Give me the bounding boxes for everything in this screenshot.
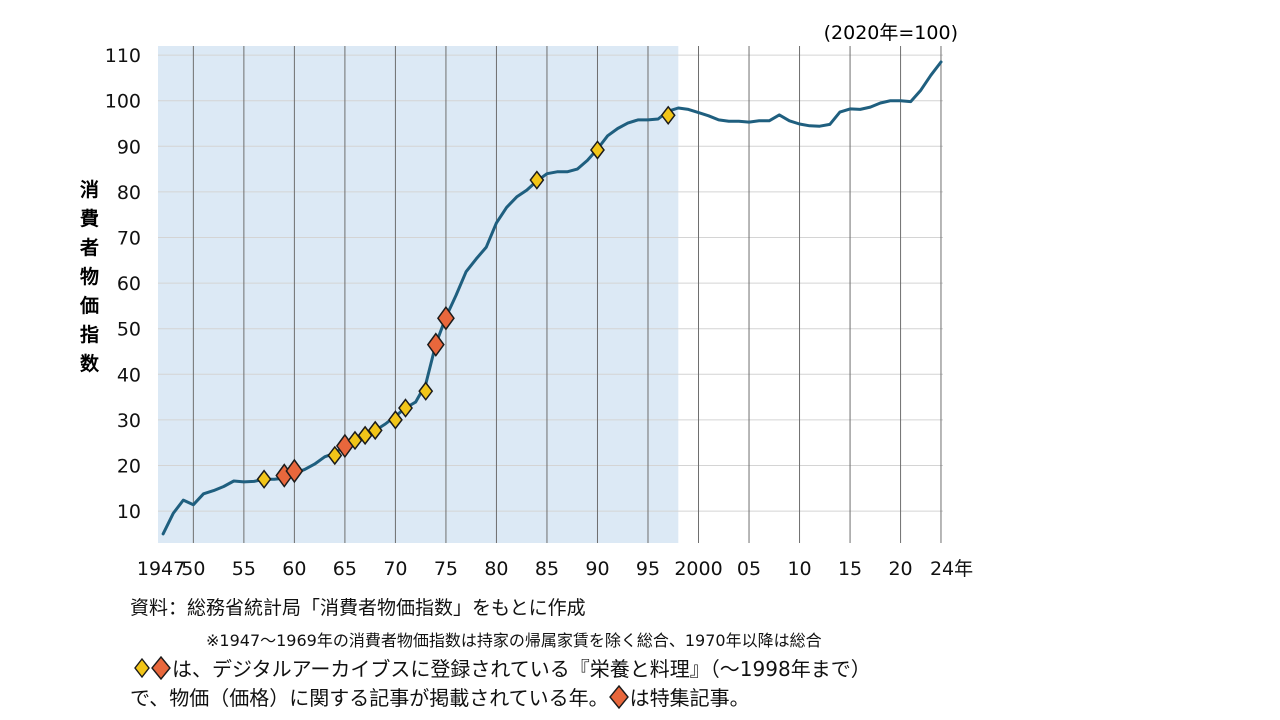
article-marker xyxy=(398,398,413,418)
feature-article-marker xyxy=(426,332,445,357)
article-marker xyxy=(327,445,343,466)
feature-article-marker xyxy=(437,305,455,331)
y-tick-label: 10 xyxy=(117,501,141,523)
legend-line-2: で、物価（価格）に関する記事が掲載されている年。 は特集記事。 xyxy=(130,682,1230,711)
article-marker xyxy=(590,140,605,160)
y-tick-label: 50 xyxy=(117,319,141,341)
x-tick-label: 10 xyxy=(787,558,811,580)
y-tick-label: 110 xyxy=(105,45,141,67)
unit-label: (2020年=100) xyxy=(824,22,958,44)
feature-article-marker xyxy=(285,458,304,484)
y-tick-label: 100 xyxy=(105,91,141,113)
article-marker xyxy=(367,420,383,441)
y-tick-label: 20 xyxy=(117,455,141,477)
y-tick-label: 80 xyxy=(117,182,141,204)
x-tick-label: 50 xyxy=(181,558,205,580)
x-tick-label: 70 xyxy=(383,558,407,580)
y-tick-label: 70 xyxy=(117,228,141,250)
article-marker xyxy=(660,105,676,126)
x-tick-label: 20 xyxy=(888,558,912,580)
x-tick-label: 15 xyxy=(838,558,862,580)
plot-background xyxy=(158,46,679,543)
x-tick-label: 95 xyxy=(636,558,660,580)
article-marker xyxy=(256,469,272,489)
x-tick-label: 65 xyxy=(333,558,357,580)
marker-layer xyxy=(256,105,676,489)
y-tick-label: 90 xyxy=(117,136,141,158)
legend-line-1: は、デジタルアーカイブスに登録されている『栄養と料理』（〜1998年まで） xyxy=(134,653,1234,682)
x-tick-label: 1947 xyxy=(137,558,185,580)
y-axis-label: 消費者物価指数 xyxy=(79,178,100,375)
y-tick-label: 30 xyxy=(117,410,141,432)
x-tick-label: 75 xyxy=(434,558,458,580)
article-marker xyxy=(418,381,434,401)
x-tick-label: 55 xyxy=(232,558,256,580)
y-tick-label: 60 xyxy=(117,273,141,295)
x-tick-label: 60 xyxy=(282,558,306,580)
x-tick-label: 05 xyxy=(737,558,761,580)
footnote: ※1947〜1969年の消費者物価指数は持家の帰属家賃を除く総合、1970年以降… xyxy=(206,631,822,650)
x-tick-label: 85 xyxy=(535,558,559,580)
legend-text-1: は、デジタルアーカイブスに登録されている『栄養と料理』（〜1998年まで） xyxy=(172,657,871,681)
x-tick-label: 24年 xyxy=(930,558,973,580)
x-tick-label: 80 xyxy=(484,558,508,580)
article-marker xyxy=(387,410,403,430)
source-note: 資料：総務省統計局「消費者物価指数」をもとに作成 xyxy=(130,597,586,619)
legend-text-2b: は特集記事。 xyxy=(629,686,750,710)
article-marker xyxy=(529,170,545,190)
x-tick-label: 90 xyxy=(585,558,609,580)
orange-diamond-icon xyxy=(151,655,171,681)
x-tick-label: 2000 xyxy=(674,558,722,580)
yellow-diamond-icon xyxy=(134,657,150,679)
y-tick-label: 40 xyxy=(117,364,141,386)
highlight-region xyxy=(158,46,679,543)
orange-diamond-icon xyxy=(608,684,629,710)
legend-text-2a: で、物価（価格）に関する記事が掲載されている年。 xyxy=(130,686,609,710)
